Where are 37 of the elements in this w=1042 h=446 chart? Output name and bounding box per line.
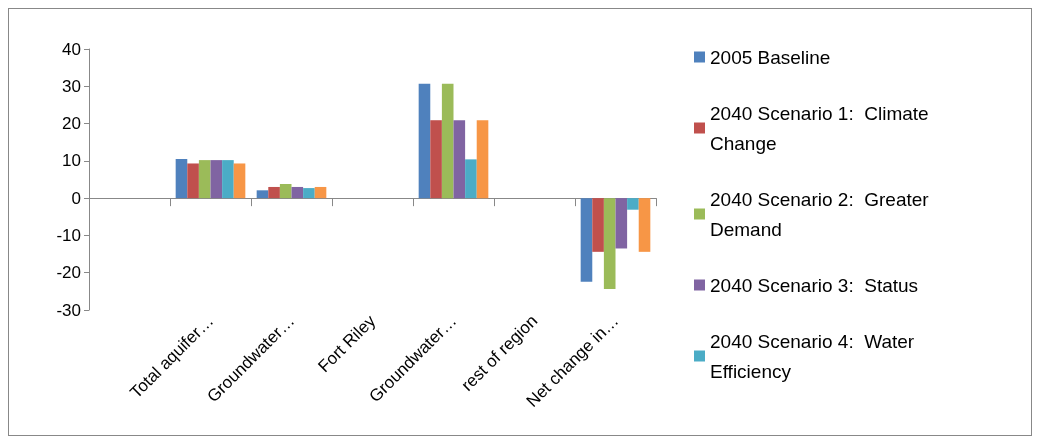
- bar: [291, 186, 304, 199]
- bar: [210, 160, 223, 199]
- legend-label: 2040 Scenario 2: Greater Demand: [710, 188, 934, 240]
- bar: [615, 198, 628, 249]
- bar: [175, 158, 188, 199]
- y-tick-label: -30: [56, 300, 81, 320]
- bar: [476, 120, 489, 199]
- bar: [638, 198, 651, 252]
- legend-label: 2040 Scenario 3: Status: [710, 274, 919, 296]
- bar: [592, 198, 604, 252]
- bar: [222, 160, 234, 199]
- bar: [580, 198, 593, 282]
- bar: [465, 159, 477, 199]
- y-tick-label: 10: [62, 151, 81, 171]
- bar: [314, 186, 327, 199]
- legend-label: 2040 Scenario 4: Water Efficiency: [710, 330, 920, 382]
- bar: [268, 186, 280, 199]
- bar: [256, 190, 269, 199]
- legend-label: 2040 Scenario 1: Climate Change: [710, 102, 934, 154]
- bar: [441, 83, 454, 199]
- bar: [279, 183, 292, 199]
- bar: [198, 160, 211, 199]
- legend-label: 2005 Baseline: [710, 46, 831, 68]
- bar: [303, 188, 315, 199]
- y-tick-label: 40: [62, 39, 81, 59]
- bar: [603, 198, 616, 290]
- y-tick-label: 30: [62, 76, 81, 96]
- bar: [430, 120, 442, 199]
- bar: [187, 163, 199, 199]
- y-tick-label: -20: [56, 263, 81, 283]
- y-tick-label: 0: [71, 188, 81, 208]
- bar: [453, 120, 466, 199]
- bar: [233, 163, 246, 199]
- y-tick-label: -10: [56, 225, 81, 245]
- bar: [418, 83, 431, 199]
- y-tick-label: 20: [62, 114, 81, 134]
- bar: [627, 198, 639, 210]
